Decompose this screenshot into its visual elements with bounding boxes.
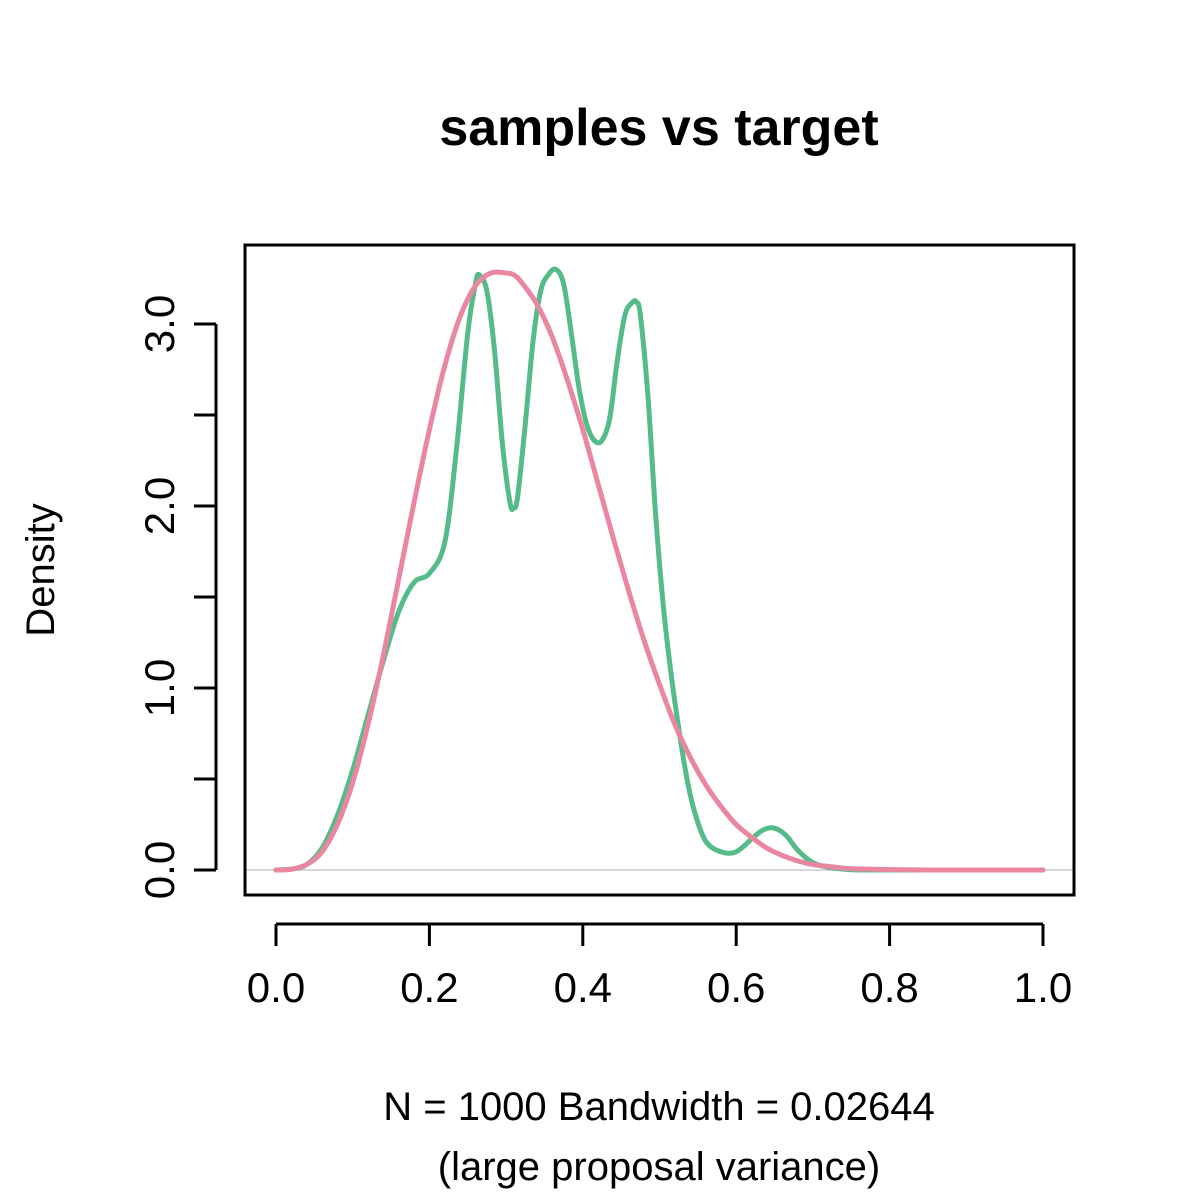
x-axis-label-line2: (large proposal variance): [438, 1145, 880, 1189]
series-group: [273, 266, 1046, 873]
sample-density-curve: [273, 266, 1046, 873]
y-axis-label: Density: [19, 503, 63, 636]
x-tick-label: 0.8: [860, 964, 918, 1011]
x-tick-label: 0.2: [400, 964, 458, 1011]
plot-frame: [243, 243, 1076, 897]
y-tick-label: 0.0: [136, 841, 183, 899]
y-tick-label: 2.0: [136, 477, 183, 535]
y-axis: 0.0 1.0 2.0 3.0: [136, 295, 218, 899]
y-tick-label: 1.0: [136, 659, 183, 717]
x-axis-label-line1: N = 1000 Bandwidth = 0.02644: [383, 1085, 935, 1129]
y-tick-label: 3.0: [136, 295, 183, 353]
target-density-curve: [273, 269, 1046, 873]
x-tick-label: 0.6: [707, 964, 765, 1011]
chart-title: samples vs target: [439, 99, 878, 157]
x-tick-label: 0.0: [247, 964, 305, 1011]
x-tick-label: 0.4: [554, 964, 612, 1011]
x-axis: 0.0 0.2 0.4 0.6 0.8 1.0: [247, 922, 1072, 1011]
x-tick-label: 1.0: [1014, 964, 1072, 1011]
